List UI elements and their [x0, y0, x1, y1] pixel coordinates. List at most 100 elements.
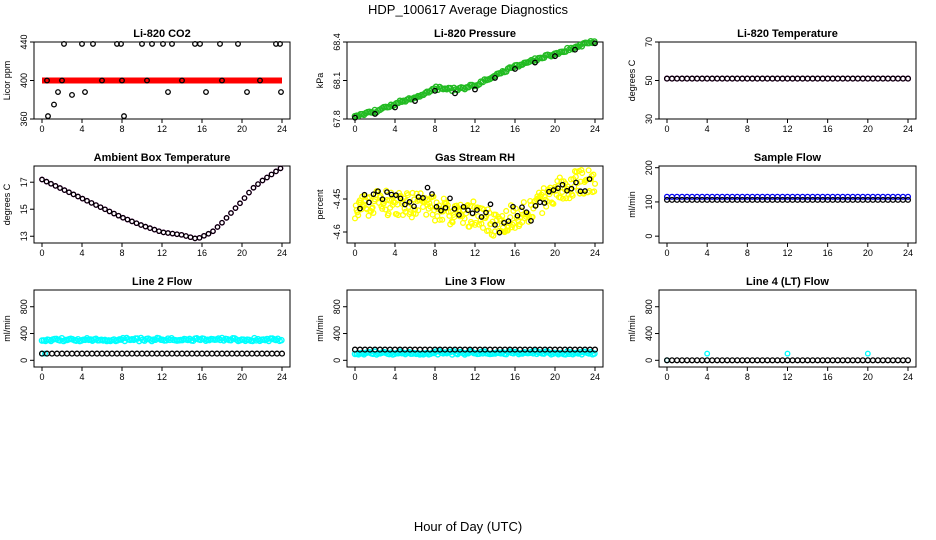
data-point [465, 207, 471, 214]
y-tick-label: 13 [19, 231, 29, 241]
data-point [393, 192, 399, 199]
data-point [784, 196, 791, 203]
data-point [61, 40, 67, 47]
data-point [121, 113, 127, 120]
x-tick-label: 24 [903, 248, 913, 258]
data-point [668, 196, 676, 203]
data-point [263, 350, 271, 357]
data-point [889, 196, 896, 203]
data-point [749, 75, 756, 82]
data-point [824, 196, 831, 203]
data-point [839, 75, 846, 82]
y-axis-label: ml/min [2, 315, 12, 342]
x-tick-label: 16 [197, 124, 207, 134]
data-point [397, 195, 404, 202]
data-point [539, 210, 546, 217]
data-point [83, 350, 91, 357]
data-point [439, 216, 446, 223]
x-tick-label: 20 [863, 372, 873, 382]
data-point [754, 75, 761, 82]
y-tick-label: 0 [19, 358, 29, 363]
data-point [501, 219, 507, 226]
series-samples [44, 40, 284, 120]
x-tick-label: 4 [392, 372, 397, 382]
x-tick-label: 24 [590, 248, 600, 258]
data-point [689, 357, 696, 364]
data-point [432, 87, 438, 94]
data-point [564, 187, 570, 194]
data-point [139, 40, 145, 47]
data-point [223, 350, 231, 357]
y-tick-label: 17 [19, 177, 29, 187]
data-point [819, 357, 826, 364]
data-point [427, 203, 434, 210]
data-point [714, 196, 721, 203]
data-point [729, 75, 736, 82]
data-point [351, 215, 359, 222]
x-tick-label: 0 [352, 248, 357, 258]
data-point [223, 215, 230, 221]
x-tick-label: 4 [79, 248, 84, 258]
data-point [774, 196, 781, 203]
data-point [523, 209, 530, 216]
data-point [679, 75, 686, 82]
data-point [864, 357, 871, 364]
data-point [734, 75, 741, 82]
data-point [739, 196, 746, 203]
data-point [165, 89, 171, 95]
x-tick-label: 20 [237, 124, 247, 134]
data-point [749, 357, 756, 364]
data-point [849, 196, 856, 203]
data-point [889, 357, 896, 364]
data-point [268, 350, 276, 357]
x-tick-label: 20 [863, 248, 873, 258]
data-point [370, 209, 377, 216]
data-point [268, 171, 275, 178]
data-point [169, 40, 175, 47]
data-point [724, 196, 731, 203]
y-axis-label: ml/min [627, 191, 637, 218]
data-point [183, 350, 191, 357]
data-point [273, 350, 281, 357]
data-point [559, 181, 566, 188]
data-point [744, 357, 751, 364]
data-point [213, 350, 221, 357]
data-point [407, 209, 414, 216]
data-point [839, 357, 846, 364]
data-point [779, 196, 786, 203]
data-point [754, 196, 761, 203]
data-point [714, 357, 721, 364]
data-point [592, 40, 598, 47]
y-tick-label: 800 [19, 299, 29, 314]
data-point [426, 200, 433, 207]
data-point [894, 357, 902, 364]
data-point [193, 350, 201, 357]
y-axis-label: degrees C [627, 59, 637, 101]
y-tick-label: 440 [19, 34, 29, 49]
data-point [366, 194, 373, 201]
x-tick-label: 12 [782, 124, 792, 134]
data-point [68, 350, 76, 357]
data-point [248, 350, 256, 357]
data-point [219, 219, 225, 226]
panel-title: Line 2 Flow [132, 276, 192, 288]
panel-title: Gas Stream RH [435, 152, 515, 164]
data-point [196, 234, 203, 241]
data-point [864, 350, 871, 357]
data-point [487, 201, 494, 208]
data-point [591, 188, 598, 195]
data-point [809, 75, 816, 82]
data-point [550, 187, 557, 193]
x-tick-label: 8 [745, 124, 750, 134]
data-point [53, 350, 61, 357]
data-point [799, 75, 806, 82]
x-tick-label: 0 [39, 372, 44, 382]
data-point [438, 207, 444, 214]
series-average [38, 334, 285, 345]
x-tick-label: 16 [197, 372, 207, 382]
data-point [794, 75, 801, 82]
x-tick-label: 12 [157, 124, 167, 134]
data-point [494, 221, 501, 228]
